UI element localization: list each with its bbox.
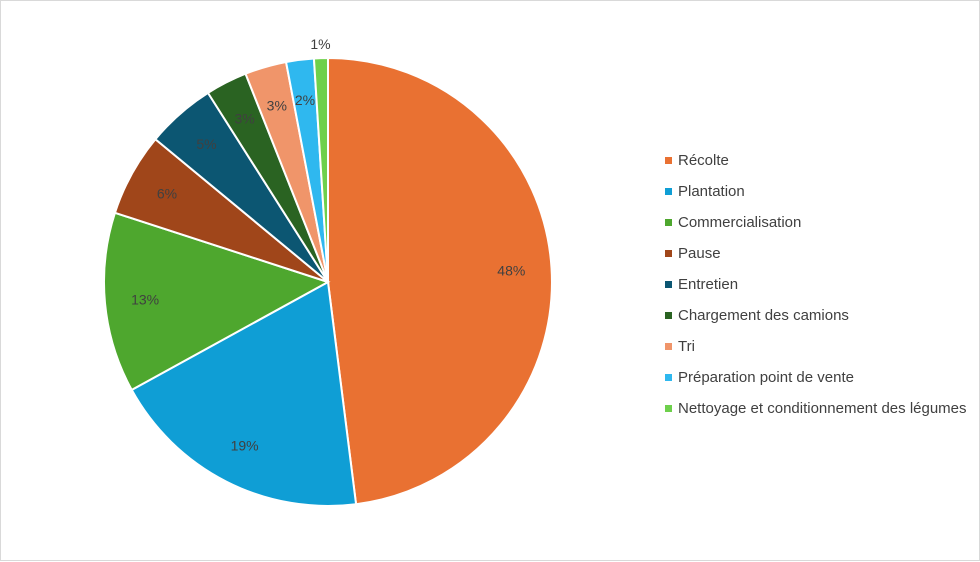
pie-slice-recolte: [327, 56, 553, 506]
legend: Récolte Plantation Commercialisation Pause E…: [665, 145, 967, 424]
legend-label: Nettoyage et conditionnement des légumes: [678, 400, 967, 417]
pie-slice-plantation: [130, 280, 358, 507]
legend-label: Commercialisation: [678, 214, 802, 231]
legend-swatch: [665, 405, 672, 412]
data-label-pause: 6%: [157, 186, 177, 202]
legend-item-plantation: Plantation: [665, 176, 967, 207]
legend-swatch: [665, 281, 672, 288]
legend-item-entretien: Entretien: [665, 269, 967, 300]
pie-slice-commercialisation: [103, 211, 331, 392]
legend-swatch: [665, 312, 672, 319]
legend-item-preparation-point-de-vente: Préparation point de vente: [665, 362, 967, 393]
pie-slice-nettoyage-et-conditionnement-des-legumes: [312, 56, 329, 283]
legend-label: Plantation: [678, 183, 745, 200]
legend-label: Préparation point de vente: [678, 369, 854, 386]
data-label-plantation: 19%: [231, 438, 259, 454]
legend-item-commercialisation: Commercialisation: [665, 207, 967, 238]
data-label-chargement-des-camions: 3%: [234, 110, 254, 126]
legend-label: Tri: [678, 338, 695, 355]
data-label-recolte: 48%: [497, 263, 525, 279]
data-label-commercialisation: 13%: [131, 291, 159, 307]
legend-item-pause: Pause: [665, 238, 967, 269]
data-label-preparation-point-de-vente: 2%: [295, 92, 315, 108]
data-label-entretien: 5%: [196, 136, 216, 152]
legend-item-recolte: Récolte: [665, 145, 967, 176]
legend-swatch: [665, 343, 672, 350]
legend-label: Récolte: [678, 152, 729, 169]
legend-swatch: [665, 250, 672, 257]
legend-item-nettoyage-et-conditionnement-des-legumes: Nettoyage et conditionnement des légumes: [665, 393, 967, 424]
legend-label: Pause: [678, 245, 721, 262]
legend-swatch: [665, 157, 672, 164]
data-label-tri: 3%: [267, 98, 287, 114]
legend-swatch: [665, 374, 672, 381]
legend-item-chargement-des-camions: Chargement des camions: [665, 300, 967, 331]
data-label-nettoyage-et-conditionnement-des-legumes: 1%: [310, 36, 330, 52]
legend-item-tri: Tri: [665, 331, 967, 362]
legend-label: Chargement des camions: [678, 307, 849, 324]
legend-swatch: [665, 188, 672, 195]
legend-label: Entretien: [678, 276, 739, 293]
legend-swatch: [665, 219, 672, 226]
